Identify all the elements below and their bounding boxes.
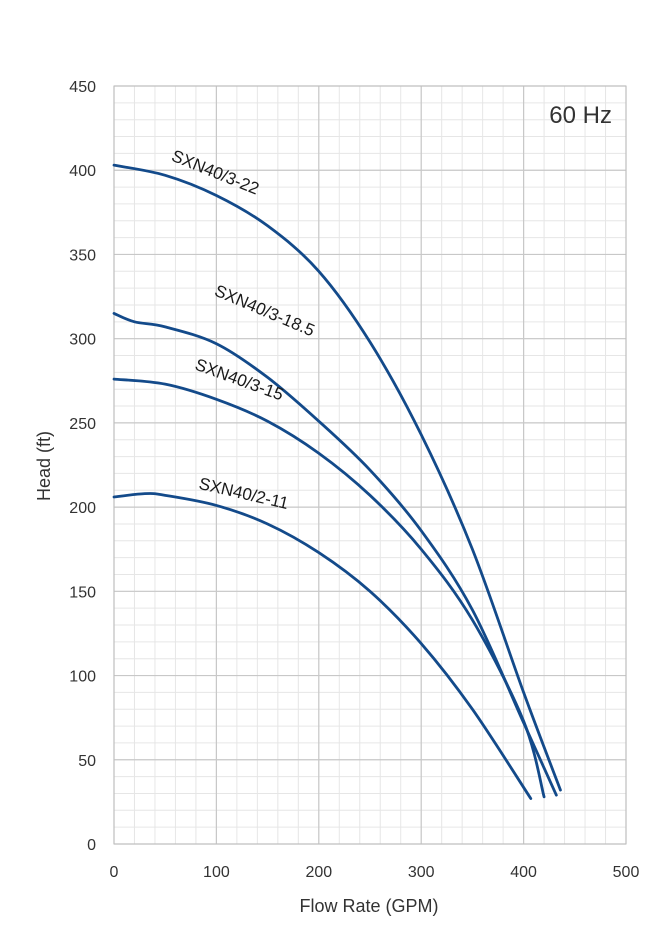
frequency-label: 60 Hz [549, 102, 612, 129]
grid [113, 85, 627, 845]
y-tick-label: 50 [78, 753, 96, 770]
y-tick-label: 400 [69, 163, 96, 180]
series-line-sxn40-2-11 [112, 492, 533, 800]
series-lines [112, 163, 562, 800]
x-axis-title: Flow Rate (GPM) [299, 896, 438, 916]
y-tick-label: 200 [69, 500, 96, 517]
y-tick-label: 150 [69, 584, 96, 601]
series-labels: SXN40/3-22SXN40/3-18.5SXN40/3-15SXN40/2-… [169, 146, 318, 513]
y-tick-label: 100 [69, 669, 96, 686]
plot-frame [113, 85, 627, 845]
axes: 0 100 200 300 400 500 0 50 100 150 200 250 300 350 400… [69, 79, 639, 881]
y-tick-label: 250 [69, 416, 96, 433]
series-label-sxn40-3-18-5: SXN40/3-18.5 [212, 281, 318, 340]
y-axis-title: Head (ft) [34, 431, 54, 501]
series-label-sxn40-3-22: SXN40/3-22 [169, 146, 262, 198]
x-tick-label: 100 [203, 864, 230, 881]
y-tick-label: 300 [69, 332, 96, 349]
series-line-sxn40-3-22 [112, 163, 562, 792]
x-tick-label: 0 [110, 864, 119, 881]
x-tick-label: 300 [408, 864, 435, 881]
y-tick-label: 350 [69, 247, 96, 264]
y-tick-label: 450 [69, 79, 96, 96]
series-line-sxn40-3-15 [112, 377, 546, 799]
y-tick-label: 0 [87, 837, 96, 854]
x-tick-label: 200 [305, 864, 332, 881]
x-tick-label: 400 [510, 864, 537, 881]
x-tick-label: 500 [613, 864, 640, 881]
series-line-sxn40-3-18-5 [112, 312, 558, 797]
